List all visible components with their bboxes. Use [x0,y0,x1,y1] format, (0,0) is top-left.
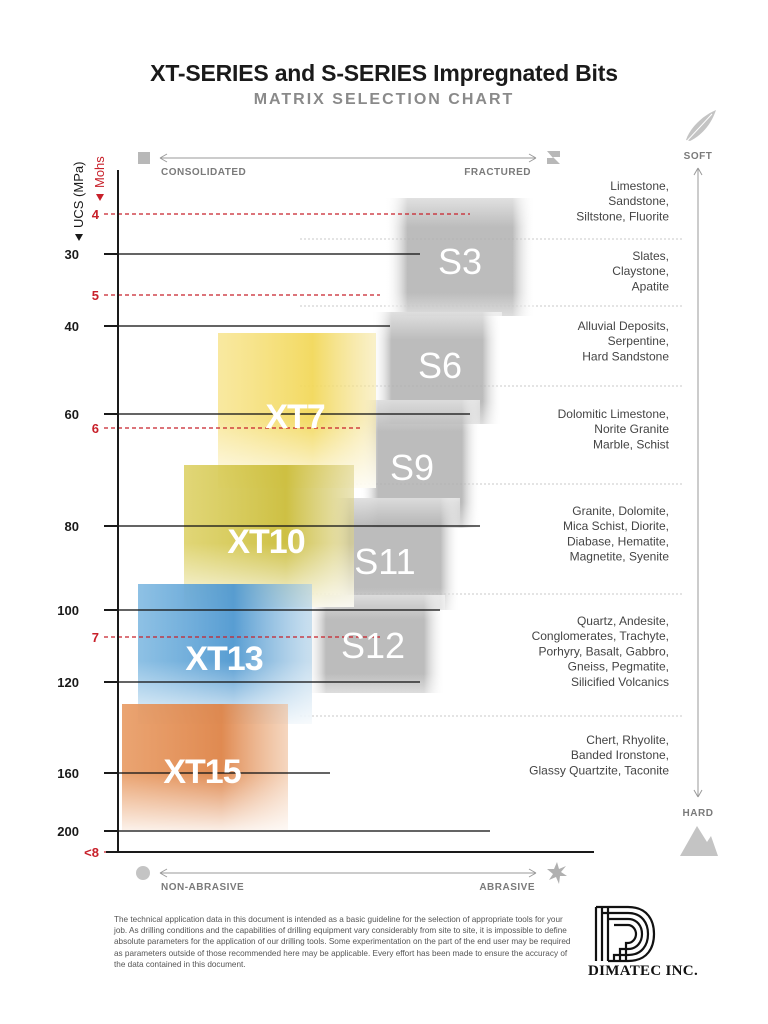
bar-label-xt7: XT7 [265,398,324,436]
formation-text: Magnetite, Syenite [570,550,670,564]
formation-text: Norite Granite [594,422,669,436]
bar-fade [122,704,288,830]
formation-text: Chert, Rhyolite, [586,733,669,747]
formation-text: Granite, Dolomite, [572,504,669,518]
disclaimer-text: The technical application data in this d… [114,915,571,969]
top-axis-left-arrow [159,153,168,163]
starburst-icon [547,862,567,884]
right-axis-top-arrow [693,167,703,176]
mohs-arrow-icon [96,194,104,201]
bar-label-s12: S12 [341,625,405,666]
formation-text: Apatite [632,279,670,293]
ucs-tick-label: 120 [57,675,79,690]
formation-text: Silicified Volcanics [571,675,669,689]
ucs-tick-label: 100 [57,603,79,618]
bar-label-s6: S6 [418,345,462,386]
formation-text: Slates, [632,249,669,263]
circle-icon [136,866,150,880]
formation-text: Marble, Schist [593,437,670,451]
ucs-tick-label: 30 [65,247,79,262]
ucs-tick-label: 80 [65,519,79,534]
formation-text: Sandstone, [608,194,669,208]
dimatec-logo-icon [594,905,656,963]
chart-title: XT-SERIES and S-SERIES Impregnated Bits [150,60,618,86]
top-axis-left-label: CONSOLIDATED [161,167,246,178]
ucs-tick-label: 200 [57,824,79,839]
ucs-arrow-icon [75,234,83,241]
top-axis-right-arrow [528,153,537,163]
formation-text: Serpentine, [608,334,669,348]
bottom-axis-left-arrow [159,868,168,878]
mohs-tick-label: 7 [92,630,99,645]
bar-fade [218,333,376,488]
mohs-tick-label: 6 [92,421,99,436]
ucs-axis-title: UCS (MPa) [71,162,86,241]
formation-text: Gneiss, Pegmatite, [568,660,669,674]
mohs-tick-label: <8 [84,845,99,860]
ucs-tick-label: 160 [57,766,79,781]
formation-text: Conglomerates, Trachyte, [532,629,669,643]
bar-fade [184,465,354,607]
hard-label: HARD [683,808,714,819]
formation-text: Diabase, Hematite, [567,534,669,548]
mohs-tick-label: 4 [92,207,100,222]
bar-shading [305,595,445,693]
formation-text: Quartz, Andesite, [577,614,669,628]
feather-icon [685,110,716,143]
bar-label-xt15: XT15 [163,753,240,791]
chart-subtitle: MATRIX SELECTION CHART [253,91,515,108]
formation-text: Claystone, [612,264,669,278]
bar-label-s9: S9 [390,447,434,488]
right-axis-bottom-arrow [693,789,703,798]
bar-label-xt13: XT13 [185,640,262,678]
ucs-tick-label: 60 [65,407,79,422]
bottom-axis-left-label: NON-ABRASIVE [161,882,244,893]
top-axis-right-label: FRACTURED [464,167,531,178]
formation-text: Glassy Quartzite, Taconite [529,763,669,777]
ucs-tick-label: 40 [65,319,79,334]
formation-text: Hard Sandstone [582,349,669,363]
bottom-axis-right-arrow [528,868,537,878]
bar-label-s11: S11 [354,541,415,582]
square-icon [138,152,150,164]
bar-label-xt10: XT10 [227,523,304,561]
formation-text: Porhyry, Basalt, Gabbro, [539,644,670,658]
soft-label: SOFT [684,151,713,162]
ucs-axis-label: UCS (MPa) [71,162,86,228]
bar-label-s3: S3 [438,241,482,282]
formation-text: Dolomitic Limestone, [558,407,669,421]
fractured-rock-icon [547,151,560,164]
mountain-icon [680,826,718,856]
formation-text: Siltstone, Fluorite [576,209,669,223]
mohs-tick-label: 5 [92,288,99,303]
mohs-axis-label: Mohs [92,156,107,188]
bar-fade [138,584,312,724]
logo-text: DIMATEC INC. [588,963,698,979]
formation-text: Limestone, [610,179,669,193]
mohs-axis-title: Mohs [92,156,107,201]
bar-shading [385,198,535,316]
formation-text: Mica Schist, Diorite, [563,519,669,533]
formation-text: Banded Ironstone, [571,748,669,762]
formation-text: Alluvial Deposits, [578,319,669,333]
bottom-axis-right-label: ABRASIVE [479,882,535,893]
